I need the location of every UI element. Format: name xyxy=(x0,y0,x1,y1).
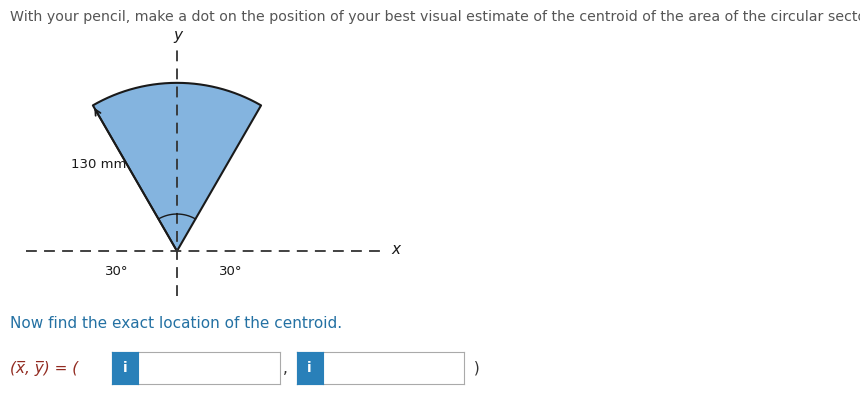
Text: Now find the exact location of the centroid.: Now find the exact location of the centr… xyxy=(10,316,342,332)
Text: ,: , xyxy=(283,361,288,376)
Text: x: x xyxy=(391,242,400,257)
Text: i: i xyxy=(122,361,127,375)
Text: y: y xyxy=(174,28,183,43)
Text: ): ) xyxy=(469,361,480,376)
Text: 130 mm: 130 mm xyxy=(71,158,126,172)
Text: 30°: 30° xyxy=(105,265,128,278)
Text: With your pencil, make a dot on the position of your best visual estimate of the: With your pencil, make a dot on the posi… xyxy=(10,10,860,24)
Text: i: i xyxy=(307,361,312,375)
Polygon shape xyxy=(93,83,261,251)
Text: (x̅, y̅) = (: (x̅, y̅) = ( xyxy=(10,361,83,376)
Text: 30°: 30° xyxy=(219,265,243,278)
